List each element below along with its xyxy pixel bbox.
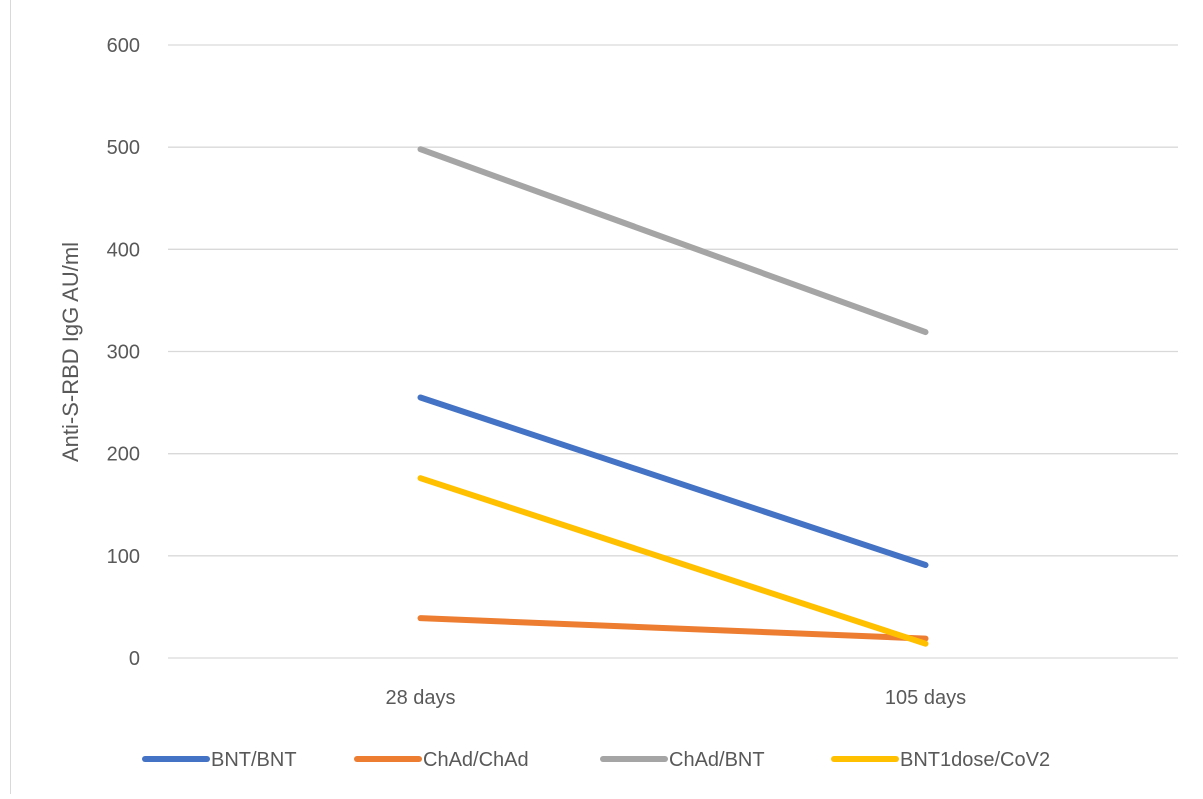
- y-tick-label: 0: [129, 648, 140, 670]
- chart-border: [10, 0, 11, 794]
- x-tick-label: 28 days: [385, 687, 455, 709]
- series-line-2: [417, 146, 929, 336]
- y-tick-label: 100: [107, 546, 140, 568]
- y-tick-label: 400: [107, 239, 140, 261]
- x-axis-tick-labels: 28 days 105 days: [385, 687, 966, 709]
- series-line-1: [417, 615, 929, 642]
- x-tick-label: 105 days: [885, 687, 966, 709]
- y-tick-label: 200: [107, 444, 140, 466]
- series-line-3: [417, 475, 929, 647]
- y-tick-label: 600: [107, 35, 140, 57]
- y-tick-label: 500: [107, 137, 140, 159]
- y-axis-title: Anti-S-RBD IgG AU/ml: [58, 242, 83, 462]
- legend-entry-label: BNT/BNT: [211, 749, 297, 771]
- gridlines: [168, 44, 1178, 659]
- legend-entry-label: ChAd/BNT: [669, 749, 765, 771]
- legend: BNT/BNT ChAd/ChAd ChAd/BNT BNT1dose/CoV2: [142, 749, 1050, 771]
- legend-entry-label: BNT1dose/CoV2: [900, 749, 1050, 771]
- series-lines: [417, 146, 929, 647]
- series-line-0: [417, 394, 929, 569]
- legend-entry-label: ChAd/ChAd: [423, 749, 529, 771]
- y-tick-label: 300: [107, 342, 140, 364]
- y-axis-tick-labels: 0 100 200 300 400 500 600: [107, 35, 140, 670]
